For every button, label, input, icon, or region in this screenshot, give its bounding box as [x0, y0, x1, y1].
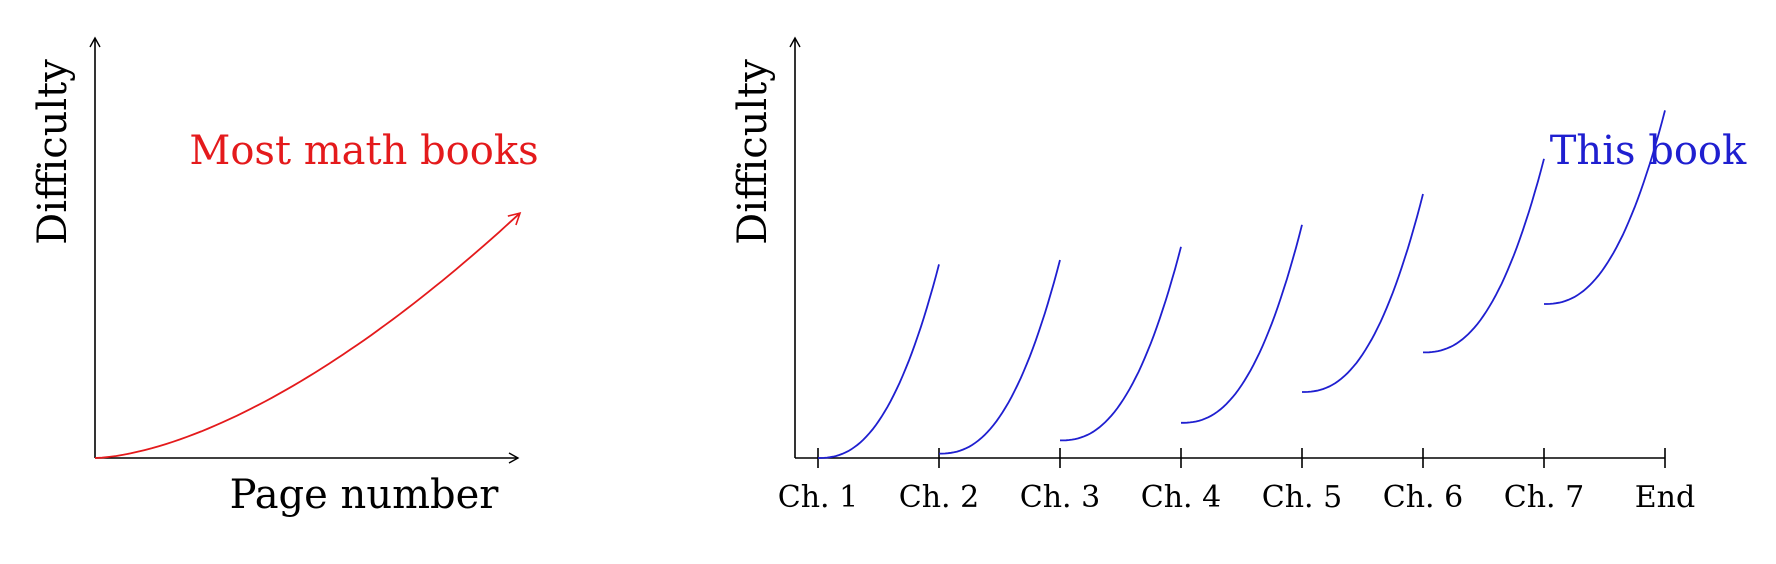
tick-label: Ch. 5 — [1262, 480, 1342, 515]
chapter-difficulty-curve — [1423, 158, 1545, 354]
tick-label: Ch. 3 — [1020, 480, 1100, 515]
chapter-curves — [818, 110, 1666, 459]
chapter-ticks: Ch. 1 Ch. 2 Ch. 3 Ch. 4 Ch. 5 Ch. 6 Ch. 7 End — [778, 448, 1695, 515]
tick-label: Ch. 1 — [778, 480, 858, 515]
chapter-difficulty-curve — [1302, 193, 1424, 393]
chapter-difficulty-curve — [818, 264, 940, 459]
tick-label: Ch. 7 — [1504, 480, 1584, 515]
tick-label: Ch. 2 — [899, 480, 979, 515]
left-panel: Difficulty Page number Most math books — [30, 36, 539, 518]
tick-label: Ch. 4 — [1141, 480, 1221, 515]
left-difficulty-curve — [94, 211, 522, 459]
left-series-label: Most math books — [189, 128, 538, 174]
tick-label: End — [1635, 480, 1695, 515]
tick-label: Ch. 6 — [1383, 480, 1463, 515]
right-panel: Difficulty This book Ch. 1 Ch. 2 Ch. 3 Ch. … — [730, 36, 1747, 515]
left-y-axis-label: Difficulty — [30, 59, 76, 245]
chapter-difficulty-curve — [1060, 246, 1182, 442]
chapter-difficulty-curve — [939, 259, 1061, 455]
chapter-difficulty-curve — [1544, 110, 1666, 305]
left-x-axis-label: Page number — [230, 472, 500, 518]
chapter-difficulty-curve — [1181, 224, 1303, 424]
right-y-axis-label: Difficulty — [730, 59, 776, 245]
